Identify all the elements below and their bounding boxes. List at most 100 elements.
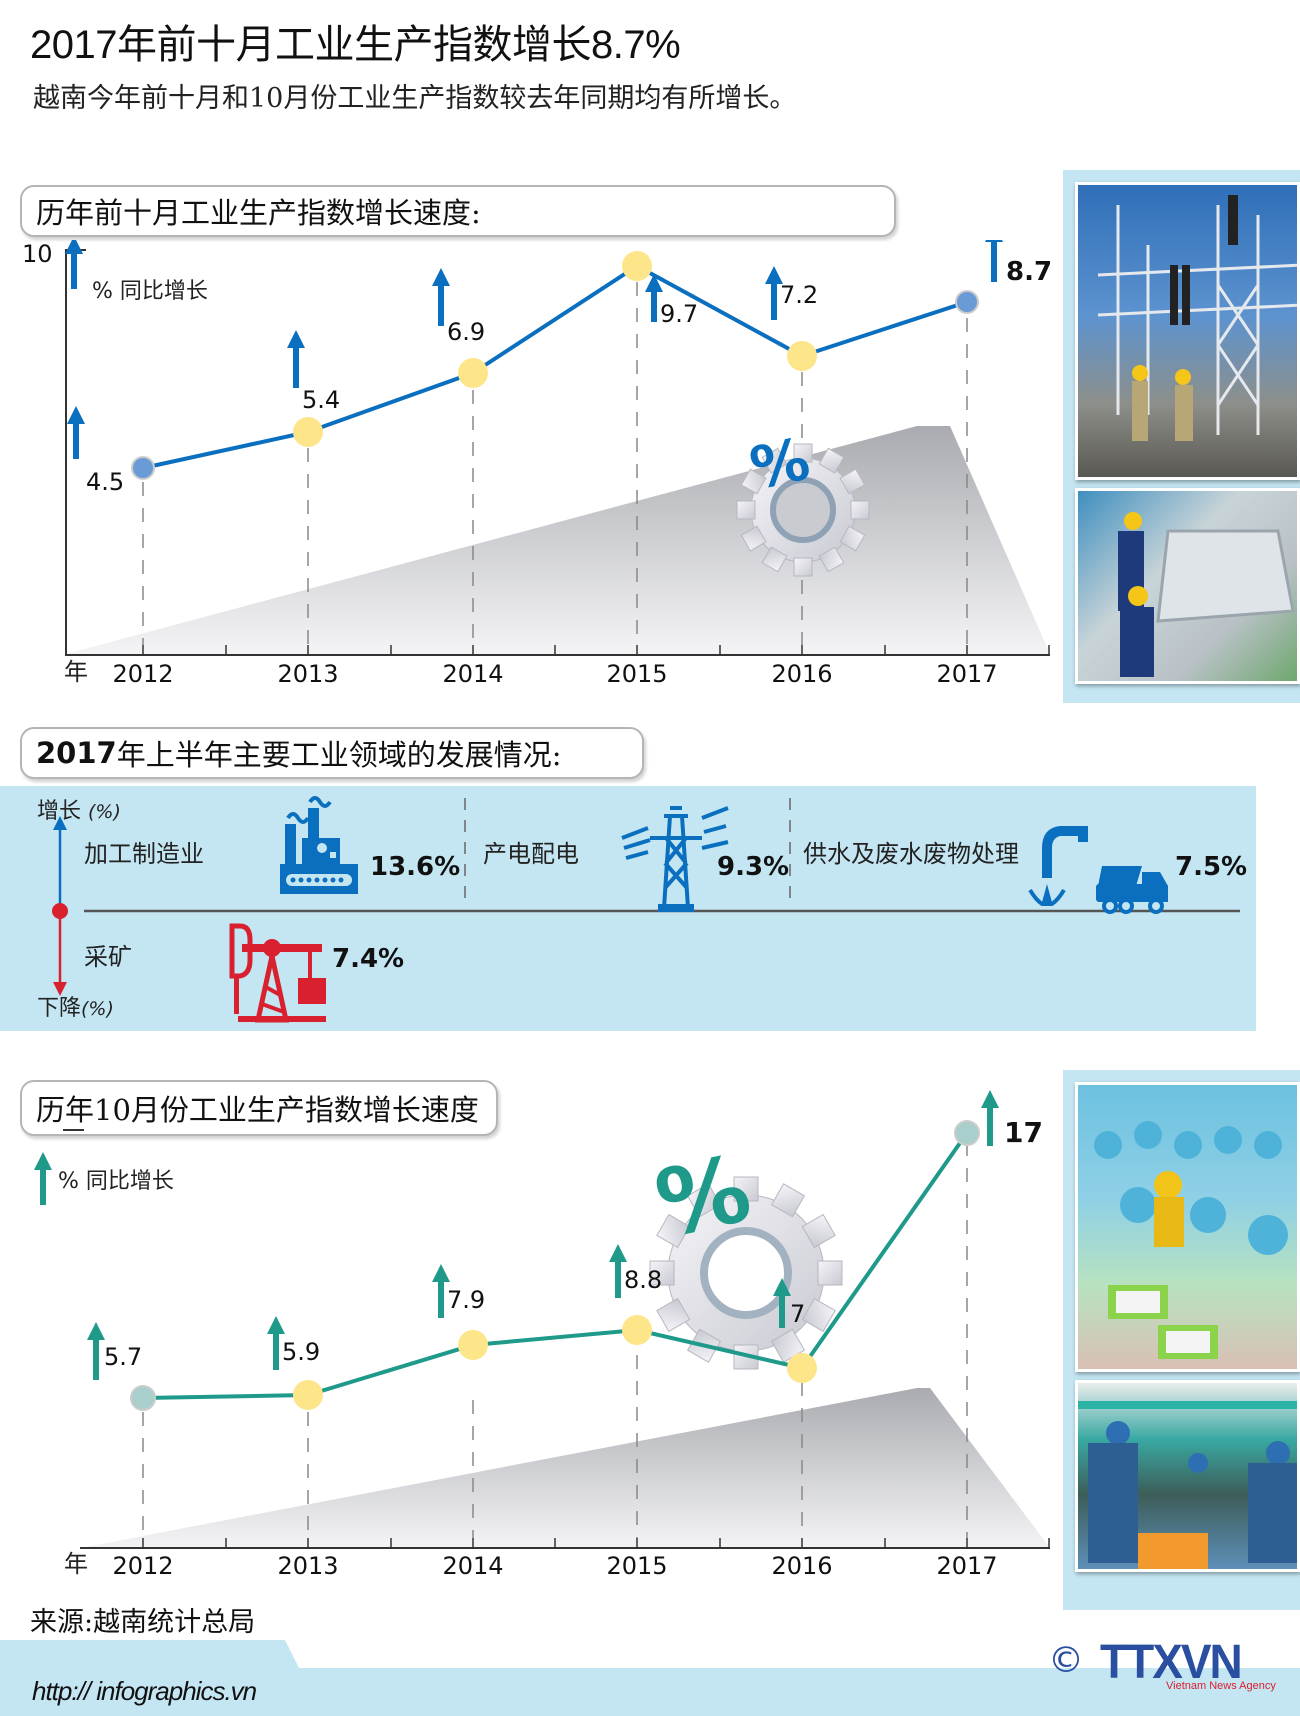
chart1-x-labels: 2012 2013 2014 2015 2016 2017 [112, 660, 997, 688]
page-subtitle: 越南今年前十月和10月份工业生产指数较去年同期均有所增长。 [33, 83, 797, 114]
chart3-value-2016: 7 [790, 1300, 805, 1328]
chart1-x-ticks [142, 645, 1050, 655]
section2-title-year: 2017 [36, 736, 117, 770]
chart3-value-2013: 5.9 [282, 1338, 320, 1366]
svg-text:2013: 2013 [277, 1552, 338, 1580]
up-axis-label: 增长 (%) [37, 799, 121, 824]
chart3-value-2014: 7.9 [447, 1286, 485, 1314]
chart1-line [142, 263, 968, 470]
chart3-marker-2015 [622, 1315, 652, 1345]
chart1-value-2016: 7.2 [780, 281, 818, 309]
website-link[interactable]: http:// infographics.vn [32, 1676, 257, 1706]
svg-text:2014: 2014 [442, 660, 503, 688]
sector-mining-label: 采矿 [84, 943, 132, 971]
chart3-x-ticks [142, 1538, 1050, 1548]
chart1-marker-2017 [955, 290, 979, 314]
svg-text:2015: 2015 [606, 660, 667, 688]
chart1-value-2012: 4.5 [86, 468, 124, 496]
chart1-marker-2016 [787, 341, 817, 371]
origin-dot [52, 903, 68, 919]
svg-text:2015: 2015 [606, 1552, 667, 1580]
down-axis-label: 下降(%) [37, 996, 114, 1021]
chart3-value-2012: 5.7 [104, 1343, 142, 1371]
svg-text:2016: 2016 [771, 1552, 832, 1580]
gear-percent-icon: % [647, 1135, 843, 1370]
ttxvn-logo: © TTXVN Vietnam News Agency [1048, 1634, 1298, 1694]
photo-seafood-processing [1075, 1082, 1300, 1372]
svg-text:%: % [744, 424, 815, 503]
url-tab-shape [0, 1640, 300, 1670]
gear-percent-icon: % [736, 424, 870, 577]
chart1-value-2017: 8.7 [1006, 257, 1052, 287]
section2-title-box: 2017 年上半年主要工业领域的发展情况: [20, 727, 644, 779]
sector-power-label: 产电配电 [483, 840, 579, 868]
copyright-icon: © [1048, 1640, 1084, 1681]
chart3-marker-2014 [458, 1330, 488, 1360]
chart1-legend-label: % 同比增长 [92, 279, 208, 304]
footer-bar [0, 1668, 1300, 1716]
logo-subtext: Vietnam News Agency [1166, 1680, 1276, 1692]
chart3-line [142, 1131, 969, 1400]
sector-manufacturing-label: 加工制造业 [84, 840, 204, 868]
chart1-x-unit: 年 [64, 658, 88, 686]
svg-text:2012: 2012 [112, 660, 173, 688]
section1-title-box: 历年前十月工业生产指数增长速度: [20, 185, 896, 237]
up-arrow-icon [53, 816, 67, 830]
svg-text:2016: 2016 [771, 660, 832, 688]
chart3-marker-2012 [130, 1385, 156, 1411]
waste-sorting-illustration [1078, 1401, 1297, 1569]
water-tap-truck-icon [1028, 826, 1168, 914]
sector-power-value: 9.3% [717, 852, 790, 882]
sector-panel [0, 786, 1256, 1031]
chart1-october-ytd-growth: 10 % [22, 240, 1052, 688]
chart3-x-labels: 2012 2013 2014 2015 2016 2017 [112, 1552, 997, 1580]
car-assembly-illustration [1118, 512, 1295, 677]
chart1-arrows [65, 240, 1003, 459]
source-note: 来源:越南统计总局 [30, 1607, 256, 1638]
chart3-marker-2017 [954, 1120, 980, 1146]
section3-title: 历年10月份工业生产指数增长速度 [36, 1093, 479, 1127]
svg-text:2014: 2014 [442, 1552, 503, 1580]
chart1-marker-2012 [131, 456, 155, 480]
svg-text:2017: 2017 [936, 660, 997, 688]
sector-mining-value: 7.4% [332, 944, 405, 974]
svg-text:%: % [647, 1135, 759, 1259]
svg-text:2017: 2017 [936, 1552, 997, 1580]
chart3-value-2015: 8.8 [624, 1266, 662, 1294]
chart1-marker-2015 [622, 251, 652, 281]
chart1-marker-2014 [458, 358, 488, 388]
chart3-marker-2016 [787, 1353, 817, 1383]
sector-water-value: 7.5% [1175, 852, 1248, 882]
chart3-value-2017: 17 [1004, 1116, 1043, 1149]
chart1-value-2013: 5.4 [302, 386, 340, 414]
section3-title-box: 历年10月份工业生产指数增长速度 [20, 1080, 498, 1136]
sector-manufacturing-value: 13.6% [370, 852, 461, 882]
section1-title: 历年前十月工业生产指数增长速度: [36, 196, 481, 230]
logo-text: TTXVN [1100, 1633, 1243, 1689]
ramp-shape [66, 426, 1050, 654]
chart3-legend-label: % 同比增长 [58, 1169, 174, 1194]
chart3-october-growth: % % 同比增长 5.7 5.9 7.9 8.8 7 17 年 2012 201… [34, 1090, 1050, 1580]
ramp-shape [80, 1388, 1050, 1548]
chart1-y-top-label: 10 [22, 240, 53, 268]
sector-diagram [52, 796, 1240, 1023]
sector-water-label: 供水及废水废物处理 [803, 840, 1019, 868]
chart3-marker-2013 [293, 1380, 323, 1410]
photo-panel-top [1063, 170, 1300, 703]
chart3-arrows [34, 1090, 999, 1380]
down-arrow-icon [53, 982, 67, 996]
chart1-value-2014: 6.9 [447, 318, 485, 346]
photo-car-assembly [1075, 488, 1300, 684]
chart3-drop-lines [142, 1142, 968, 1538]
svg-text:2013: 2013 [277, 660, 338, 688]
page-title: 2017年前十月工业生产指数增长8.7% [30, 23, 681, 67]
chart1-value-2015: 9.7 [660, 300, 698, 328]
factory-icon [280, 796, 358, 894]
chart3-x-unit: 年 [64, 1550, 88, 1578]
oil-pump-icon [229, 923, 326, 1023]
seafood-processing-illustration [1094, 1121, 1288, 1359]
photo-waste-sorting [1075, 1380, 1300, 1572]
svg-text:2012: 2012 [112, 1552, 173, 1580]
photo-power-substation [1075, 182, 1300, 480]
photo-panel-bottom [1063, 1070, 1300, 1610]
